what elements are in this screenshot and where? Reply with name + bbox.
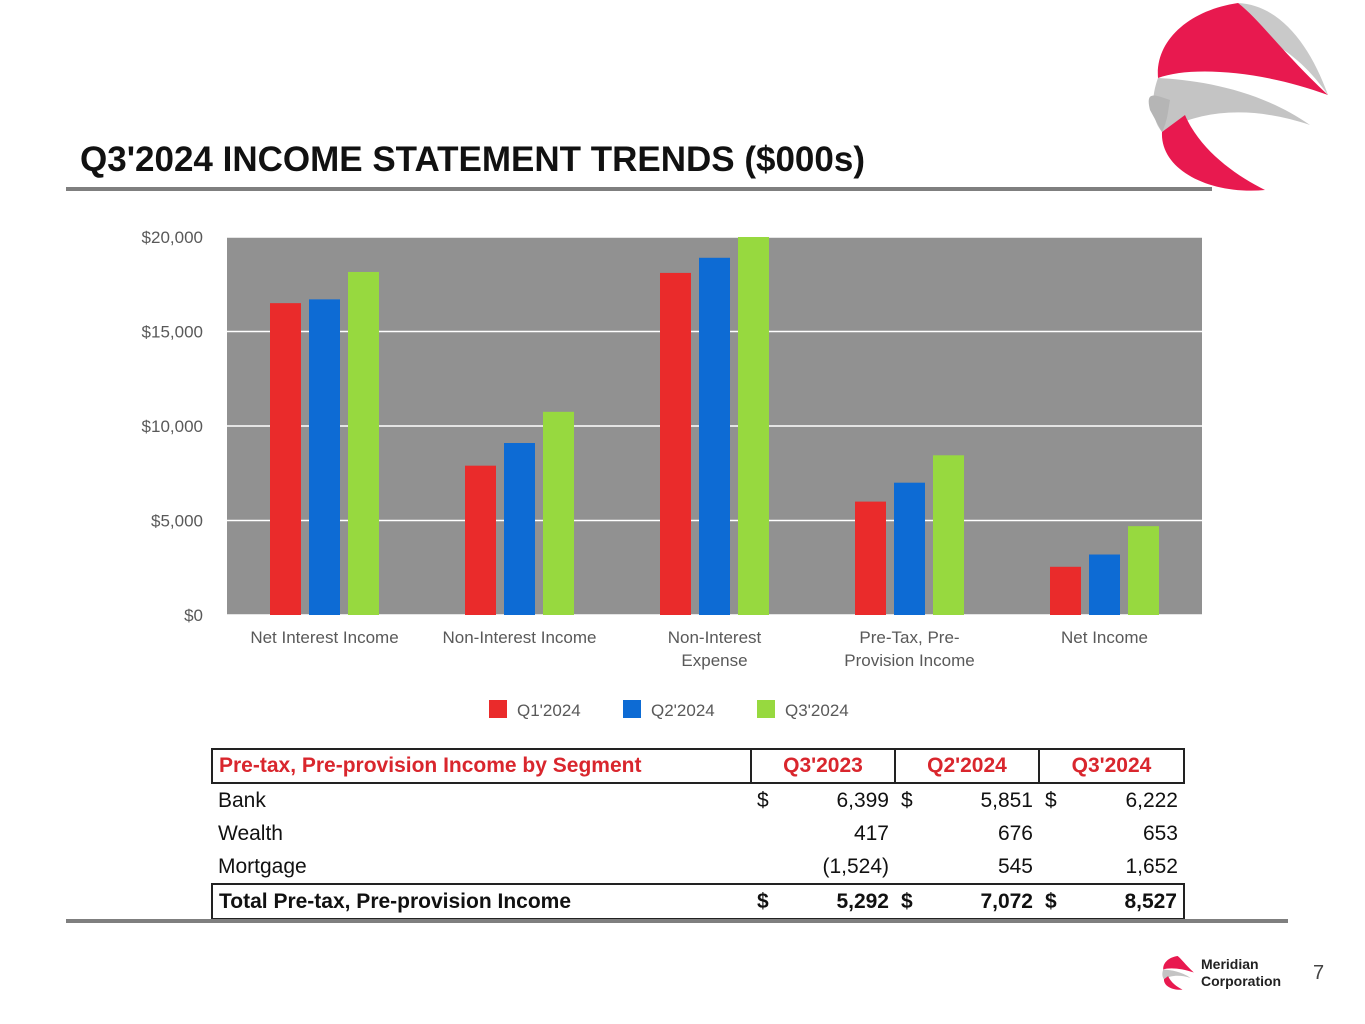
y-tick-label: $5,000 (151, 512, 203, 531)
cell-value: (1,524) (822, 854, 889, 878)
total-label: Total Pre-tax, Pre-provision Income (211, 883, 751, 920)
currency-sign: $ (1045, 788, 1057, 812)
currency-sign (895, 850, 927, 884)
cell-value: 6,222 (1125, 788, 1178, 812)
row-label: Wealth (218, 821, 283, 845)
company-name: Meridian Corporation (1201, 956, 1281, 990)
title-divider (66, 187, 1212, 191)
row-label: Mortgage (218, 854, 307, 878)
x-tick-label: Pre-Tax, Pre- (859, 628, 959, 647)
bar-q3-2024 (348, 271, 379, 615)
bar-q2-2024 (1089, 554, 1120, 615)
x-tick-label: Net Interest Income (250, 628, 398, 647)
currency-sign (1039, 850, 1071, 884)
cell-value: 6,399 (836, 788, 889, 812)
bar-q2-2024 (504, 443, 535, 615)
table-header-segment: Pre-tax, Pre-provision Income by Segment (211, 748, 751, 784)
x-tick-label: Expense (681, 651, 747, 670)
y-tick-label: $20,000 (142, 228, 203, 247)
bar-q3-2024 (738, 237, 769, 615)
currency-sign: $ (751, 883, 783, 920)
x-tick-label: Non-Interest Income (442, 628, 596, 647)
total-value: 5,292 (783, 883, 895, 920)
cell-value: 1,652 (1125, 854, 1178, 878)
currency-sign (751, 817, 783, 850)
company-name-line1: Meridian (1201, 956, 1259, 972)
table-total-row: Total Pre-tax, Pre-provision Income $ 5,… (211, 883, 1185, 920)
bar-q1-2024 (270, 303, 301, 615)
table-row: Bank $ 6,399 $ 5,851 $ 6,222 (212, 783, 1184, 817)
table-header-q3-2023: Q3'2023 (750, 748, 895, 784)
currency-sign (895, 817, 927, 850)
bar-q2-2024 (309, 299, 340, 615)
table-row: Mortgage (1,524) 545 1,652 (212, 850, 1184, 884)
total-value: 7,072 (927, 883, 1039, 920)
bar-q3-2024 (543, 411, 574, 615)
currency-sign: $ (757, 788, 769, 812)
company-logo-icon (1162, 955, 1194, 990)
cell-value: 5,851 (980, 788, 1033, 812)
page-number: 7 (1313, 962, 1325, 984)
footer-divider (66, 919, 1288, 923)
cell-value: 653 (1142, 821, 1178, 845)
x-tick-label: Provision Income (844, 651, 974, 670)
currency-sign: $ (901, 788, 913, 812)
legend-swatch (757, 700, 775, 718)
bar-q2-2024 (699, 257, 730, 615)
bar-q1-2024 (660, 272, 691, 615)
cell-value: 545 (997, 854, 1033, 878)
table-header-row: Pre-tax, Pre-provision Income by Segment… (211, 748, 1185, 784)
x-tick-label: Net Income (1061, 628, 1148, 647)
segment-income-table: Pre-tax, Pre-provision Income by Segment… (211, 748, 1185, 920)
bar-q3-2024 (1128, 526, 1159, 615)
bar-q2-2024 (894, 482, 925, 615)
legend-label: Q3'2024 (785, 701, 849, 720)
total-value: 8,527 (1071, 883, 1185, 920)
row-label: Bank (218, 788, 266, 812)
y-tick-label: $10,000 (142, 417, 203, 436)
cell-value: 676 (997, 821, 1033, 845)
y-tick-label: $0 (184, 606, 203, 625)
bar-q1-2024 (465, 465, 496, 615)
y-tick-label: $15,000 (142, 323, 203, 342)
x-tick-label: Non-Interest (668, 628, 762, 647)
brand-logo-icon (1148, 3, 1328, 191)
company-name-line2: Corporation (1201, 973, 1282, 989)
currency-sign: $ (1039, 883, 1071, 920)
legend-swatch (489, 700, 507, 718)
table-header-q2-2024: Q2'2024 (894, 748, 1039, 784)
currency-sign (751, 850, 783, 884)
currency-sign: $ (895, 883, 927, 920)
bar-q1-2024 (855, 501, 886, 615)
legend-label: Q2'2024 (651, 701, 715, 720)
bar-q3-2024 (933, 455, 964, 615)
cell-value: 417 (853, 821, 889, 845)
bar-q1-2024 (1050, 566, 1081, 615)
legend-label: Q1'2024 (517, 701, 581, 720)
page-title: Q3'2024 INCOME STATEMENT TRENDS ($000s) (80, 140, 865, 179)
legend-swatch (623, 700, 641, 718)
currency-sign (1039, 817, 1071, 850)
table-header-q3-2024: Q3'2024 (1038, 748, 1185, 784)
income-trends-chart: $0 $5,000 $10,000 $15,000 $20,000 Net Intere… (142, 228, 1202, 720)
table-row: Wealth 417 676 653 (212, 817, 1184, 850)
